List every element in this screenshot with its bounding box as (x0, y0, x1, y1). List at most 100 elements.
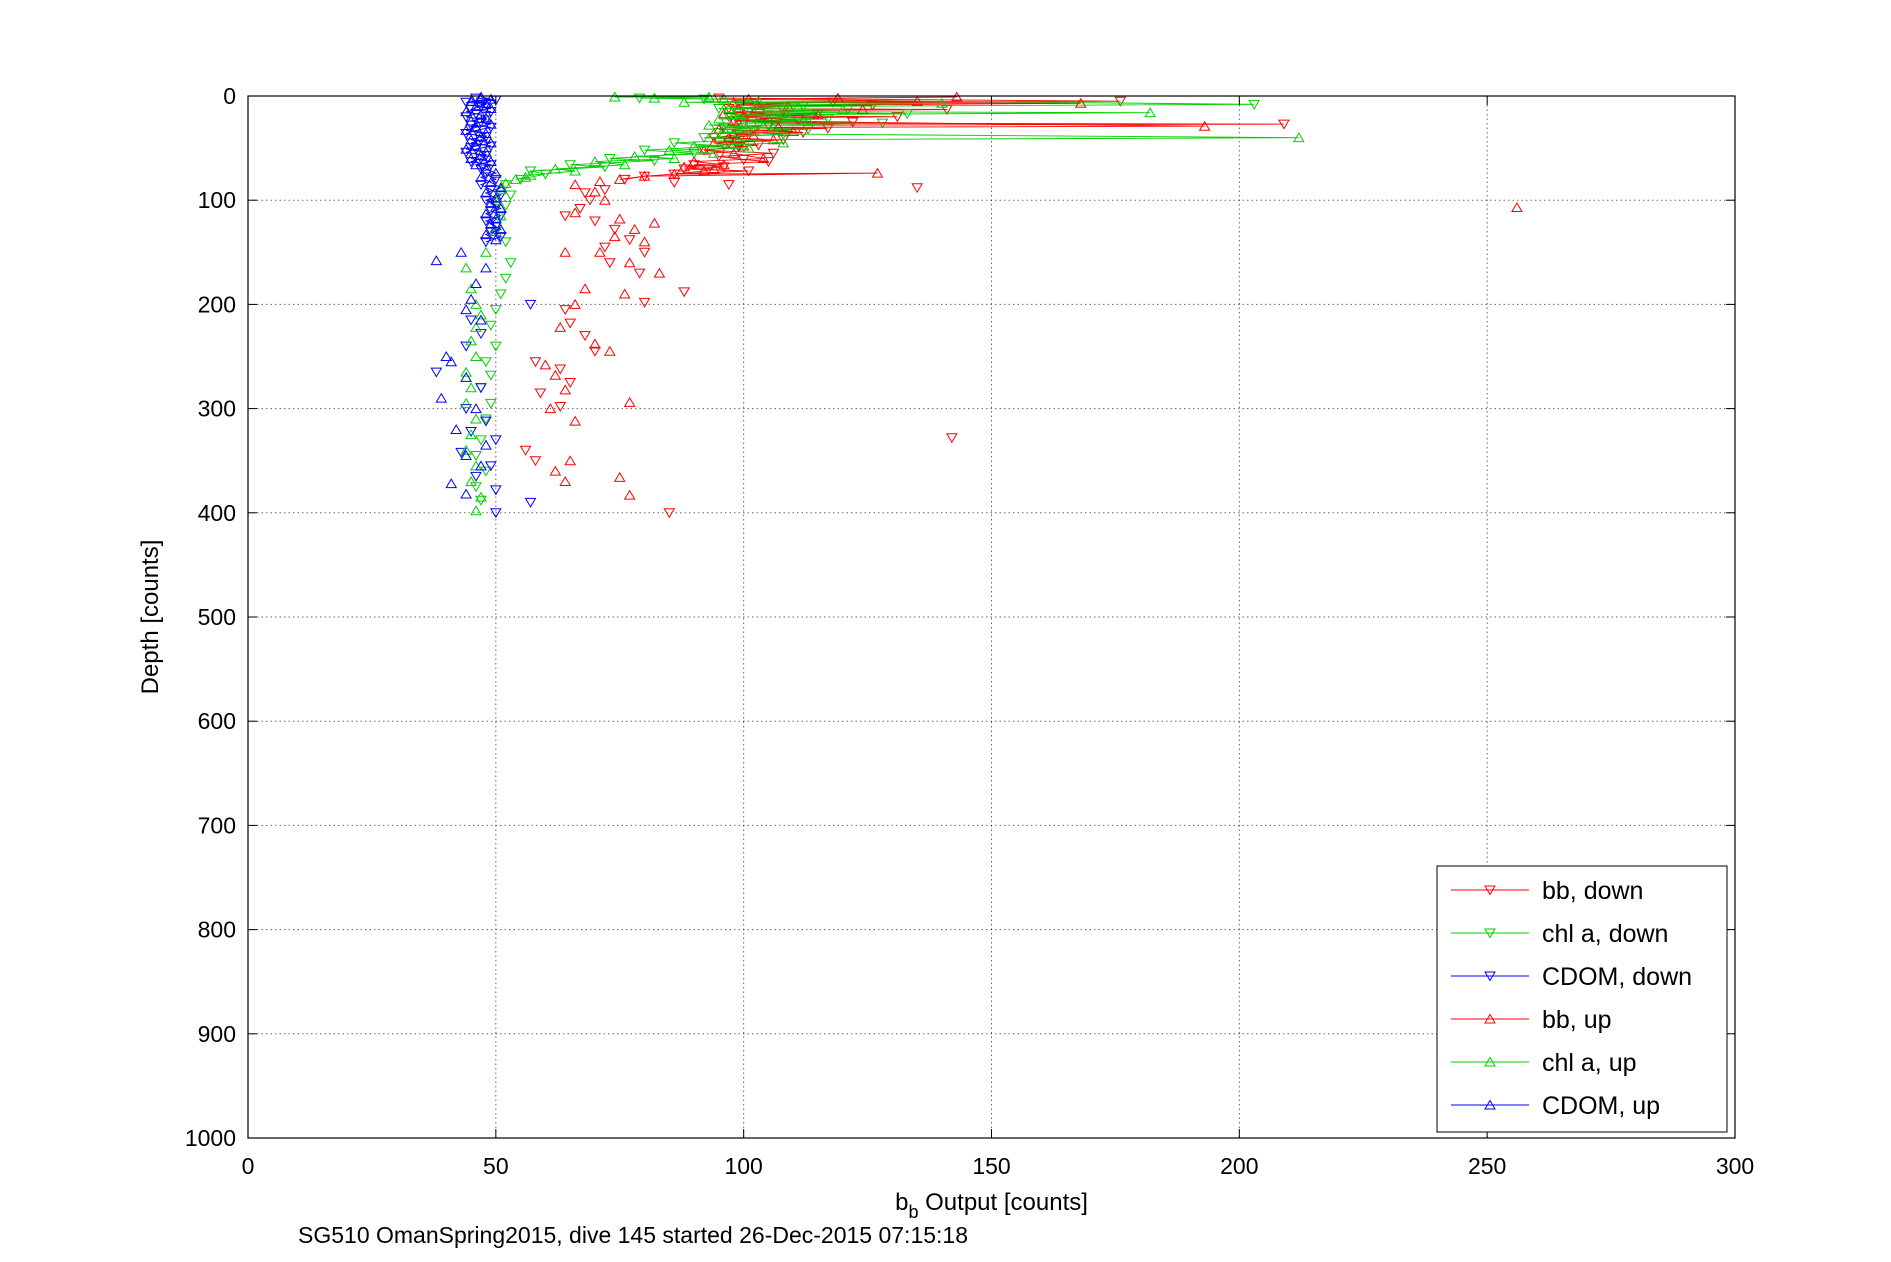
data-point (564, 160, 577, 171)
y-tick-label: 500 (198, 604, 236, 630)
legend-entry: CDOM, down (1451, 963, 1692, 991)
x-tick-label: 0 (242, 1153, 255, 1179)
series-2 (430, 93, 537, 519)
data-point (494, 190, 507, 201)
data-point (465, 134, 477, 145)
data-point (475, 154, 487, 165)
data-point (465, 138, 477, 149)
data-point (950, 91, 963, 102)
data-point (648, 217, 661, 228)
series-0 (519, 93, 1290, 519)
data-point (494, 210, 507, 221)
data-point (489, 234, 502, 245)
data-point (708, 128, 720, 139)
data-point (470, 460, 482, 471)
data-point (489, 435, 502, 446)
data-point (876, 118, 889, 129)
data-point (465, 429, 477, 440)
data-point (480, 208, 492, 219)
x-axis-label-subscript: b (908, 1202, 918, 1222)
data-point (529, 357, 542, 368)
data-point (717, 93, 730, 104)
data-point (1198, 120, 1211, 131)
dive-caption: SG510 OmanSpring2015, dive 145 started 2… (298, 1222, 968, 1248)
data-point (480, 146, 492, 157)
data-point (485, 370, 497, 381)
data-point (717, 159, 730, 170)
data-point (564, 378, 577, 389)
y-tick-label: 900 (198, 1021, 236, 1047)
series-5 (430, 91, 507, 499)
data-point (480, 416, 492, 427)
data-point (475, 314, 487, 325)
data-point (485, 122, 497, 133)
data-point (599, 242, 611, 253)
data-point (668, 138, 681, 149)
x-axis-label: bb Output [counts] (895, 1189, 1088, 1222)
data-point (747, 125, 760, 136)
data-point (579, 331, 591, 342)
data-point (559, 476, 572, 487)
data-point (856, 104, 869, 115)
data-point (489, 508, 502, 519)
data-point (480, 262, 492, 273)
data-point (792, 115, 805, 126)
data-point (470, 351, 482, 361)
data-point (475, 491, 487, 502)
data-point (460, 97, 472, 108)
data-point (732, 134, 745, 145)
data-point (623, 489, 636, 500)
data-point (470, 121, 482, 132)
legend-label: chl a, down (1542, 920, 1668, 948)
data-point (489, 200, 502, 211)
data-point (480, 97, 492, 108)
data-point (698, 144, 710, 155)
data-point (445, 356, 458, 367)
legend-label: bb, up (1542, 1006, 1612, 1034)
data-point (524, 166, 537, 177)
data-point (554, 321, 567, 332)
data-point (836, 104, 849, 115)
legend-marker (1484, 971, 1496, 982)
data-point (608, 224, 621, 235)
data-point (504, 190, 517, 201)
data-point (589, 186, 601, 197)
data-point (480, 414, 492, 425)
data-point (475, 383, 487, 394)
legend-entry: chl a, up (1451, 1049, 1637, 1077)
data-point (653, 267, 666, 278)
data-point (648, 92, 661, 103)
data-point (465, 315, 477, 326)
data-point (480, 169, 492, 180)
data-point (465, 476, 477, 487)
data-point (460, 143, 472, 154)
data-point (475, 131, 487, 142)
data-point (524, 169, 537, 180)
data-point (470, 471, 482, 482)
data-point (767, 121, 780, 132)
legend-marker (1484, 1013, 1496, 1024)
data-point (475, 171, 487, 182)
data-point (1292, 132, 1305, 143)
data-point (569, 207, 582, 218)
data-point (544, 403, 557, 414)
data-point (470, 298, 482, 309)
data-point (475, 149, 487, 160)
data-point (1511, 202, 1523, 212)
series-layer (430, 91, 1523, 519)
data-point (752, 95, 765, 106)
x-axis-label-main: b (895, 1189, 908, 1216)
y-tick-label: 300 (198, 396, 236, 422)
data-point (668, 153, 681, 164)
data-point (599, 194, 611, 205)
data-point (668, 177, 681, 188)
data-point (717, 108, 730, 119)
data-point (465, 335, 477, 346)
data-point (787, 125, 800, 136)
data-point (475, 135, 487, 146)
data-point (440, 351, 453, 361)
data-point (678, 161, 691, 172)
data-point (480, 466, 492, 477)
data-point (618, 288, 631, 299)
y-tick-label: 700 (198, 812, 236, 838)
